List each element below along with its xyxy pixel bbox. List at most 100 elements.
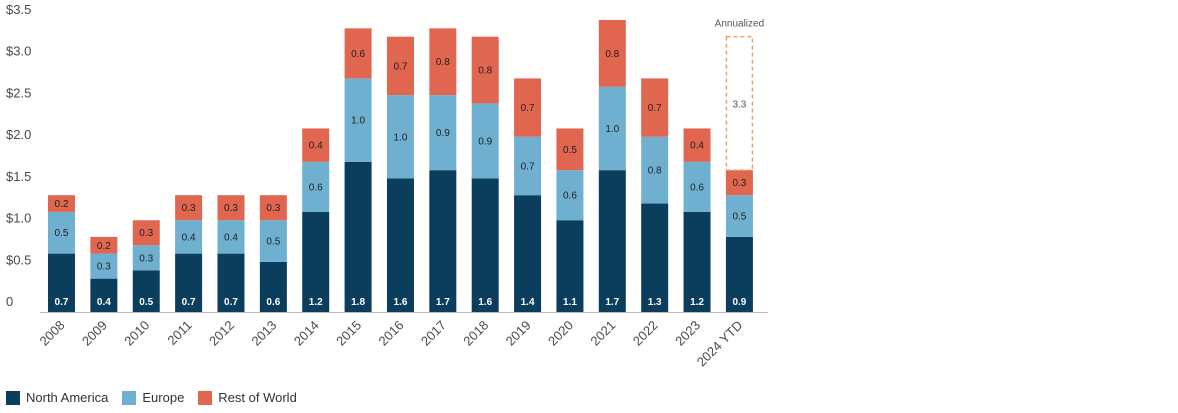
bar-segment <box>386 178 414 312</box>
data-label: 0.6 <box>563 191 577 202</box>
bar-segment <box>386 95 414 179</box>
bar-segment <box>556 170 584 221</box>
bar-segment <box>598 20 626 87</box>
bar-segment <box>641 136 669 204</box>
data-label: 0.7 <box>521 103 535 114</box>
bar-segment <box>725 195 753 237</box>
data-label: 1.6 <box>478 297 492 308</box>
y-tick-label: $2.0 <box>6 127 31 142</box>
data-label: 0.4 <box>224 232 238 243</box>
legend: North America Europe Rest of World <box>6 390 311 405</box>
bar-segment <box>725 236 753 312</box>
bar-segment <box>259 195 287 221</box>
bar-segment <box>683 161 711 212</box>
x-tick-label: 2021 <box>587 318 618 349</box>
annualized-label: Annualized <box>715 19 764 30</box>
data-label: 0.4 <box>690 141 704 152</box>
bar-segment <box>514 136 542 196</box>
legend-label: Europe <box>142 390 185 405</box>
data-label: 1.6 <box>394 297 408 308</box>
y-tick-label: 0 <box>6 294 13 309</box>
bar-segment <box>175 220 203 254</box>
data-label: 0.5 <box>563 145 577 156</box>
data-label: 0.7 <box>182 297 196 308</box>
x-tick-label: 2010 <box>121 318 152 349</box>
x-tick-label: 2017 <box>418 318 449 349</box>
bar-segment <box>302 128 330 162</box>
data-label: 0.3 <box>266 203 280 214</box>
legend-swatch-north-america <box>6 390 20 405</box>
x-tick-label: 2023 <box>672 318 703 349</box>
bar-segment <box>429 95 457 171</box>
data-label: 1.8 <box>351 297 365 308</box>
bar-segment <box>725 170 753 196</box>
bar-segment <box>344 78 372 162</box>
bar-segment <box>514 78 542 137</box>
bar-segment <box>302 211 330 312</box>
bar-segment <box>302 161 330 212</box>
x-tick-label: 2015 <box>333 318 364 349</box>
data-label: 0.6 <box>351 49 365 60</box>
bar-segment <box>132 245 160 271</box>
bar-segment <box>259 220 287 262</box>
bar-segment <box>175 253 203 312</box>
bar-segment <box>641 203 669 312</box>
bar-segment <box>90 278 118 312</box>
data-label: 0.9 <box>436 128 450 139</box>
annualized-value: 3.3 <box>732 99 746 110</box>
x-tick-label: 2009 <box>79 318 110 349</box>
data-label: 0.5 <box>55 228 69 239</box>
x-tick-label: 2018 <box>460 318 491 349</box>
bar-segment <box>48 211 75 254</box>
data-label: 0.7 <box>648 103 662 114</box>
legend-item-north-america: North America <box>6 390 108 405</box>
legend-item-rest-of-world: Rest of World <box>198 390 297 405</box>
y-tick-label: $3.0 <box>6 44 31 59</box>
bar-segment <box>598 170 626 312</box>
bar-segment <box>132 220 160 246</box>
y-axis: 0 $0.5 $1.0 $1.5 $2.0 $2.5 $3.0 $3.5 <box>6 2 31 309</box>
data-label: 0.6 <box>309 182 323 193</box>
legend-item-europe: Europe <box>122 390 184 405</box>
bar-segment <box>344 28 372 79</box>
y-tick-label: $1.5 <box>6 169 31 184</box>
data-label: 1.1 <box>563 297 577 308</box>
bar-segment <box>48 195 75 212</box>
legend-swatch-europe <box>122 390 137 405</box>
data-label: 0.8 <box>478 66 492 77</box>
bar-segment <box>217 253 245 312</box>
y-tick-label: $1.0 <box>6 211 31 226</box>
data-label: 0.3 <box>97 262 111 273</box>
data-label: 1.7 <box>436 297 450 308</box>
bar-segment <box>217 220 245 254</box>
annualized-annotation: 3.3 Annualized <box>715 19 764 171</box>
legend-swatch-rest-of-world <box>198 390 213 405</box>
bar-segment <box>90 236 118 254</box>
bar-segment <box>175 195 203 221</box>
bar-segment <box>514 195 542 312</box>
data-label: 0.4 <box>182 232 196 243</box>
bar-segment <box>683 128 711 162</box>
bar-segment <box>344 161 372 312</box>
data-label: 0.5 <box>266 237 280 248</box>
bar-segment <box>217 195 245 221</box>
data-label: 0.5 <box>139 297 153 308</box>
data-label: 0.3 <box>139 228 153 239</box>
data-label: 0.8 <box>648 166 662 177</box>
data-label: 0.4 <box>309 141 323 152</box>
bar-segment <box>556 128 584 171</box>
data-label: 0.7 <box>394 61 408 72</box>
x-tick-label: 2012 <box>206 318 237 349</box>
data-label: 1.0 <box>394 132 408 143</box>
y-tick-label: $0.5 <box>6 252 31 267</box>
x-tick-label: 2013 <box>248 318 279 349</box>
bars: 0.7 0.5 0.2 0.4 0.3 0.2 0.5 0.3 0.3 0.7 0.4 0.3 0.7 0… <box>48 20 753 312</box>
data-label: 0.5 <box>732 212 746 223</box>
x-tick-label: 2016 <box>376 318 407 349</box>
bar-segment <box>556 220 584 312</box>
bar-segment <box>48 253 75 312</box>
bar-segment <box>132 270 160 312</box>
x-tick-label: 2019 <box>503 318 534 349</box>
bar-segment <box>471 178 499 312</box>
x-tick-label: 2022 <box>630 318 661 349</box>
